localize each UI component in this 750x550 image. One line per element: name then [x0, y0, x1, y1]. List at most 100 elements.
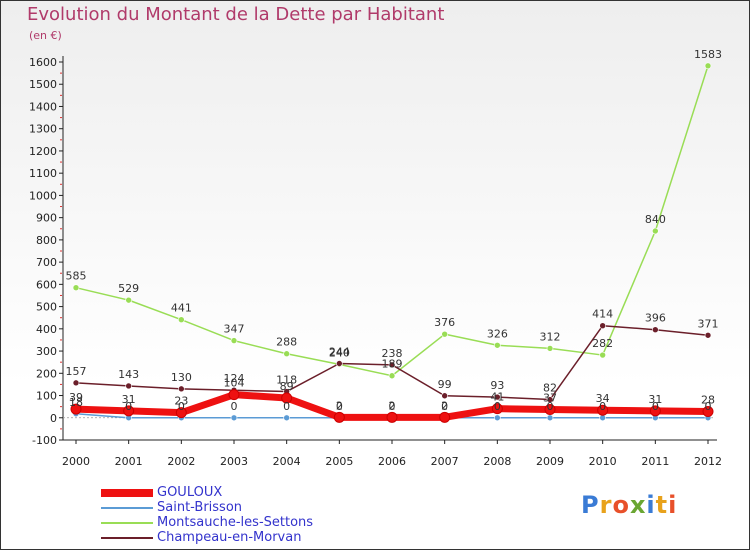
- y-tick-label: 300: [36, 345, 57, 358]
- series-point: [123, 405, 135, 417]
- y-tick-label: 1300: [29, 123, 57, 136]
- x-tick-label: 2007: [431, 455, 459, 468]
- series-point: [702, 406, 714, 418]
- series-point: [228, 389, 240, 401]
- unit-label: (en €): [29, 29, 62, 42]
- data-label: 28: [701, 394, 715, 407]
- series-point: [178, 385, 185, 393]
- series-point: [599, 322, 606, 330]
- data-label: 130: [171, 371, 192, 384]
- series-point: [494, 414, 501, 422]
- x-tick-label: 2004: [273, 455, 301, 468]
- data-label: 288: [276, 336, 297, 349]
- y-tick-label: 1600: [29, 56, 57, 69]
- series-point: [70, 403, 82, 415]
- legend-swatch: [101, 537, 153, 539]
- line-chart: -100010020030040050060070080090010001100…: [29, 48, 722, 468]
- data-label: 585: [66, 270, 87, 283]
- series-point: [704, 331, 712, 339]
- data-label: 143: [118, 368, 139, 381]
- data-label: 31: [122, 393, 136, 406]
- data-label: 118: [276, 374, 297, 387]
- x-tick-label: 2009: [536, 455, 564, 468]
- series-point: [175, 407, 187, 419]
- data-label: 840: [645, 213, 666, 226]
- data-label: 189: [382, 358, 403, 371]
- series-point: [494, 341, 501, 349]
- data-label: 282: [592, 337, 613, 350]
- data-label: 312: [540, 330, 561, 343]
- series-point: [441, 392, 448, 400]
- data-label: 0: [547, 400, 554, 413]
- series-point: [652, 227, 659, 235]
- series-point: [283, 414, 290, 422]
- data-label: 529: [118, 282, 139, 295]
- data-label: 0: [652, 400, 659, 413]
- series-point: [125, 382, 132, 390]
- data-label: 376: [434, 316, 455, 329]
- data-label: 82: [543, 382, 557, 395]
- legend-label: Champeau-en-Morvan: [157, 530, 302, 545]
- x-tick-label: 2001: [115, 455, 143, 468]
- y-tick-label: 100: [36, 390, 57, 403]
- y-tick-label: 1400: [29, 100, 57, 113]
- data-label: 93: [490, 379, 504, 392]
- data-label: 37: [543, 392, 557, 405]
- data-label: 157: [66, 365, 87, 378]
- legend-label: GOULOUX: [157, 485, 223, 500]
- data-label: 18: [69, 396, 83, 409]
- series-point: [388, 372, 396, 380]
- legend-swatch: [101, 507, 153, 509]
- y-tick-label: 1200: [29, 145, 57, 158]
- series-point: [546, 414, 554, 422]
- series-point: [281, 392, 293, 404]
- series-point: [704, 62, 712, 70]
- y-tick-label: 400: [36, 323, 57, 336]
- series-point: [336, 360, 343, 367]
- data-label: 0: [441, 400, 448, 413]
- series-point: [333, 411, 345, 423]
- y-tick-label: 700: [36, 256, 57, 269]
- data-label: 240: [329, 346, 350, 359]
- series-point: [652, 326, 659, 334]
- data-label: 0: [494, 400, 501, 413]
- data-label: 326: [487, 327, 508, 340]
- x-tick-label: 2005: [325, 455, 353, 468]
- series-point: [546, 345, 554, 352]
- x-tick-label: 2010: [589, 455, 617, 468]
- series-point: [649, 405, 661, 417]
- data-label: 104: [224, 377, 245, 390]
- y-tick-label: 500: [36, 301, 57, 314]
- series-point: [388, 361, 396, 369]
- y-tick-label: 600: [36, 278, 57, 291]
- legend-label: Saint-Brisson: [157, 500, 243, 515]
- x-tick-label: 2012: [694, 455, 722, 468]
- x-tick-label: 2003: [220, 455, 248, 468]
- series-point: [283, 350, 290, 358]
- data-label: 238: [382, 347, 403, 360]
- data-label: 371: [698, 317, 719, 330]
- series-point: [178, 316, 185, 324]
- data-label: 41: [490, 391, 504, 404]
- x-tick-label: 2006: [378, 455, 406, 468]
- data-label: 0: [705, 400, 712, 413]
- data-label: 347: [224, 323, 245, 336]
- data-label: 99: [438, 378, 452, 391]
- series-point: [599, 351, 606, 359]
- data-label: 0: [178, 400, 185, 413]
- series-line-2: [75, 65, 709, 377]
- legend-swatch: [101, 489, 153, 497]
- data-label: 23: [174, 395, 188, 408]
- y-tick-label: 0: [50, 412, 57, 425]
- series-point: [544, 404, 556, 416]
- chart-title: Evolution du Montant de la Dette par Hab…: [27, 4, 445, 25]
- data-label: 0: [125, 400, 132, 413]
- data-label: 39: [69, 391, 83, 404]
- data-label: 2: [389, 399, 396, 412]
- x-tick-label: 2011: [641, 455, 669, 468]
- y-tick-label: 1000: [29, 189, 57, 202]
- data-label: 2: [336, 399, 343, 412]
- x-tick-label: 2000: [62, 455, 90, 468]
- data-label: 0: [283, 400, 290, 413]
